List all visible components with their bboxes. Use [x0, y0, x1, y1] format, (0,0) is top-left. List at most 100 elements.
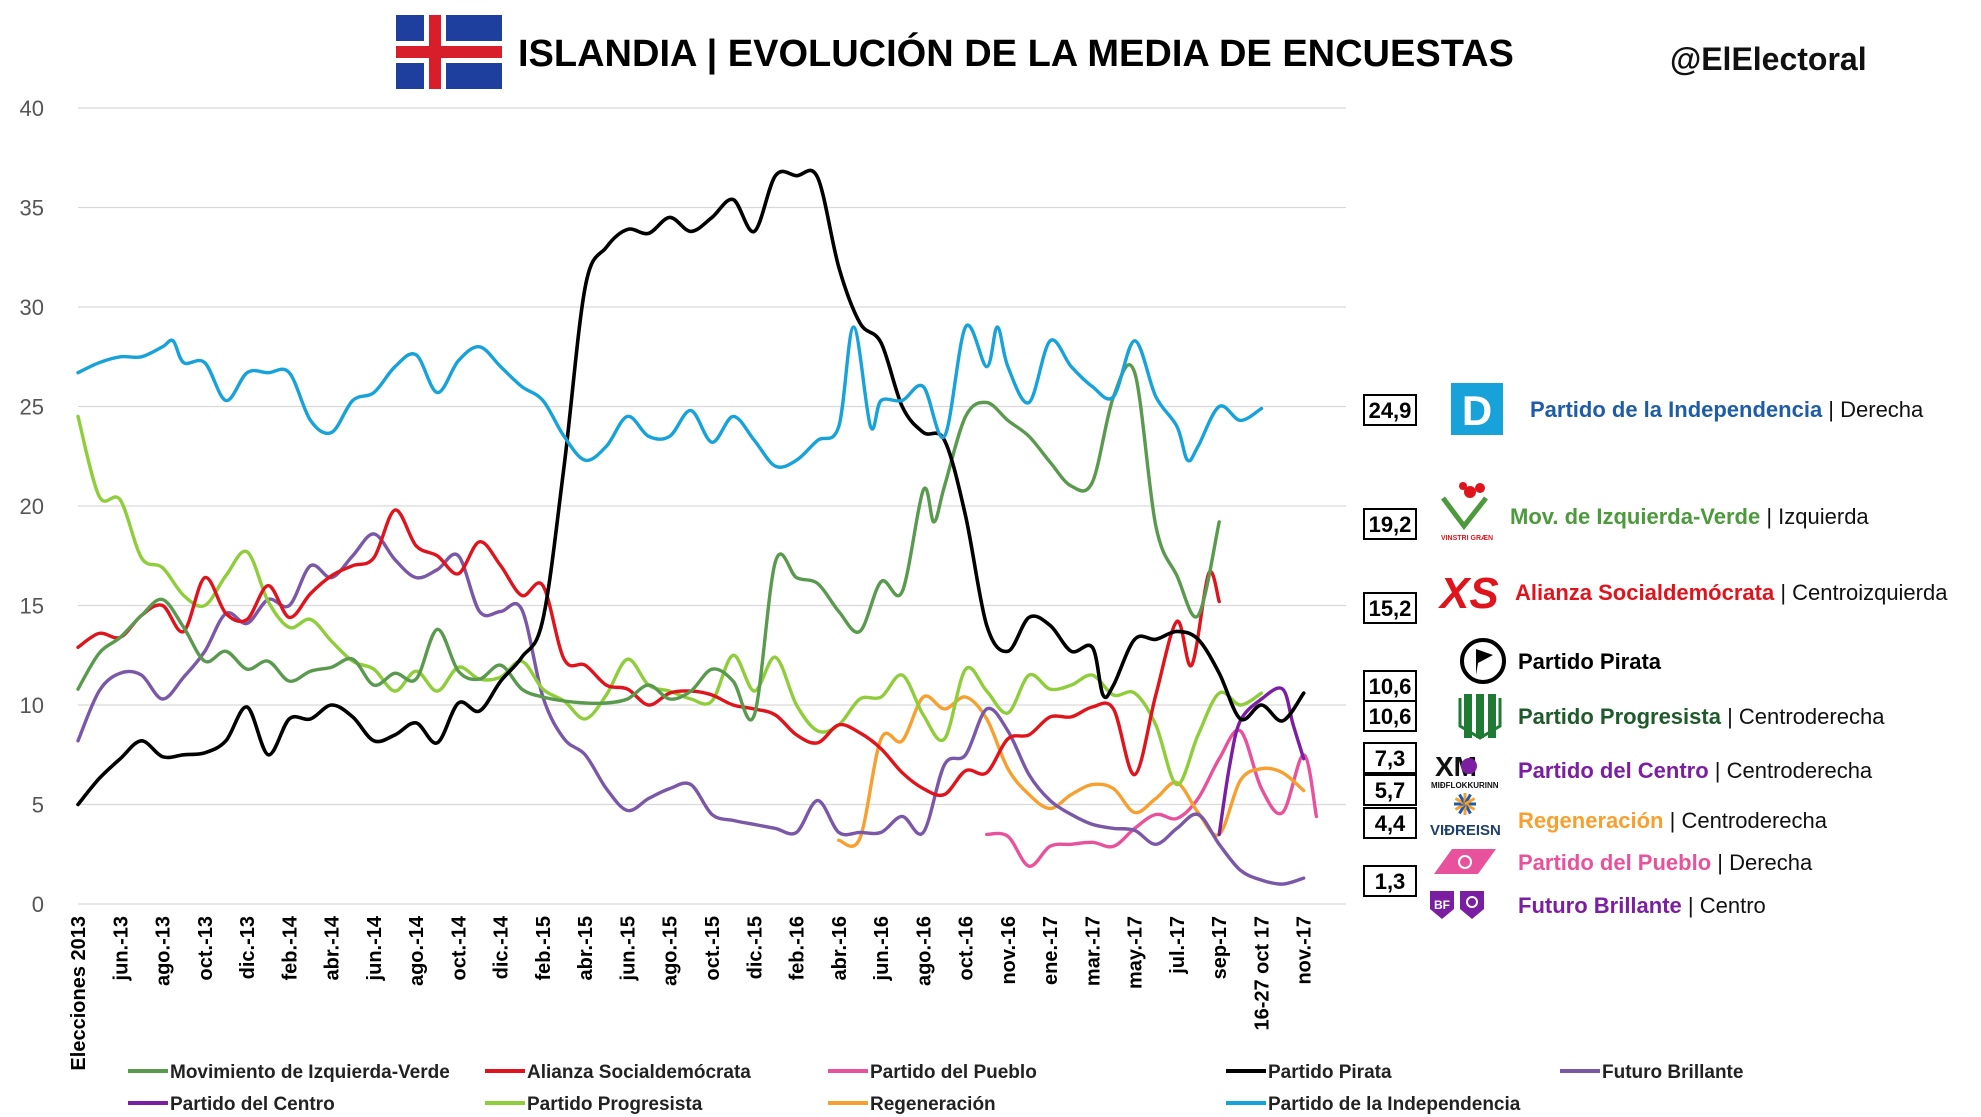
- series-line-m: [1217, 686, 1306, 837]
- legend-item-v: Movimiento de Izquierda-Verde: [128, 1062, 450, 1083]
- party-row: BF Futuro Brillante | Centro: [1430, 891, 1766, 919]
- y-tick-label: 35: [20, 196, 44, 221]
- x-tick-label: ago.-14: [406, 915, 428, 986]
- y-tick-label: 25: [20, 395, 44, 420]
- end-label-b: 10,6: [1363, 700, 1417, 732]
- svg-text:Futuro Brillante: Futuro Brillante: [1602, 1062, 1743, 1083]
- x-tick-label: ago.-13: [153, 916, 175, 986]
- x-tick-label: feb.-15: [533, 916, 555, 980]
- x-tick-label: feb.-16: [787, 916, 809, 980]
- svg-text:BF: BF: [1434, 898, 1450, 912]
- party-row: VIÐREISN Regeneración | Centroderecha: [1430, 793, 1828, 839]
- x-tick-label: nov.-16: [998, 916, 1020, 985]
- series: [76, 168, 1319, 886]
- svg-text:19,2: 19,2: [1369, 512, 1412, 537]
- party-label: Partido Pirata: [1518, 649, 1662, 674]
- y-axis: 0 5 10 15 20 25 30 35 40: [20, 96, 44, 917]
- svg-text:Partido Progresista: Partido Progresista: [527, 1094, 703, 1115]
- end-label-v: 19,2: [1363, 508, 1417, 540]
- pirate-flag-icon: [1460, 638, 1506, 684]
- x-tick-label: dic.-15: [744, 916, 766, 979]
- series-line-p: [76, 168, 1306, 807]
- iceland-flag-icon: [396, 15, 502, 89]
- party-row: Partido Progresista | Centroderecha: [1458, 694, 1885, 740]
- legend: Movimiento de Izquierda-Verde Alianza Soc…: [128, 1062, 1743, 1115]
- end-label-m: 7,3: [1363, 742, 1417, 774]
- legend-item-s: Alianza Socialdemócrata: [485, 1062, 751, 1083]
- end-label-s: 15,2: [1363, 592, 1417, 624]
- y-tick-label: 30: [20, 295, 44, 320]
- x-tick-label: oct.-14: [448, 915, 470, 980]
- x-tick-label: 16-27 oct 17: [1251, 916, 1273, 1031]
- series-line-s: [76, 508, 1221, 798]
- svg-text:Alianza Socialdemócrata: Alianza Socialdemócrata: [527, 1062, 751, 1083]
- party-label: Partido del Pueblo | Derecha: [1518, 850, 1813, 875]
- x-axis: Elecciones 2013 jun.-13 ago.-13 oct.-13 dic.…: [68, 915, 1316, 1070]
- wheat-icon: [1458, 694, 1502, 740]
- x-tick-label: dic.-14: [491, 915, 513, 979]
- svg-text:Regeneración: Regeneración: [870, 1094, 996, 1115]
- x-tick-label: jun.-16: [871, 916, 893, 981]
- party-label: Partido de la Independencia | Derecha: [1530, 397, 1924, 422]
- party-row: Partido del Pueblo | Derecha: [1434, 849, 1813, 875]
- svg-text:XS: XS: [1437, 569, 1499, 618]
- svg-text:10,6: 10,6: [1369, 704, 1412, 729]
- svg-text:MIÐFLOKKURINN: MIÐFLOKKURINN: [1431, 781, 1499, 790]
- svg-text:Partido Pirata: Partido Pirata: [1268, 1062, 1392, 1083]
- x-tick-label: oct.-15: [702, 916, 724, 980]
- D-square-icon: D: [1451, 383, 1503, 435]
- series-line-f: [985, 728, 1319, 868]
- x-tick-label: jun.-15: [617, 916, 639, 981]
- svg-text:15,2: 15,2: [1369, 596, 1412, 621]
- y-tick-label: 5: [32, 793, 44, 818]
- party-label: Mov. de Izquierda-Verde | Izquierda: [1510, 504, 1869, 529]
- x-tick-label: jun.-13: [110, 916, 132, 981]
- y-tick-label: 40: [20, 96, 44, 121]
- twitter-handle: @ElElectoral: [1670, 41, 1867, 77]
- legend-item-f: Partido del Pueblo: [828, 1062, 1037, 1083]
- x-tick-label: abr.-14: [322, 915, 344, 980]
- party-row: Partido Pirata: [1460, 638, 1662, 684]
- svg-text:Partido de la Independencia: Partido de la Independencia: [1268, 1094, 1521, 1115]
- svg-text:D: D: [1462, 387, 1492, 434]
- svg-text:4,4: 4,4: [1375, 811, 1406, 836]
- legend-item-b: Partido Progresista: [485, 1094, 703, 1115]
- svg-text:5,7: 5,7: [1375, 778, 1406, 803]
- series-line-b: [76, 414, 1264, 787]
- x-tick-label: ago.-16: [913, 916, 935, 986]
- party-row: VINSTRI GRÆN Mov. de Izquierda-Verde | Iz…: [1441, 482, 1869, 542]
- x-tick-label: nov.-17: [1294, 916, 1316, 985]
- y-tick-label: 0: [32, 892, 44, 917]
- flokkur-folksins-icon: [1434, 849, 1496, 874]
- legend-item-p: Partido Pirata: [1226, 1062, 1392, 1083]
- party-label: Partido del Centro | Centroderecha: [1518, 758, 1873, 783]
- x-tick-label: jul.-17: [1167, 916, 1189, 975]
- svg-text:VIÐREISN: VIÐREISN: [1430, 822, 1501, 839]
- series-line-v: [76, 363, 1221, 722]
- end-label-p: 10,6: [1363, 670, 1417, 702]
- vidreisn-icon: VIÐREISN: [1430, 793, 1501, 839]
- bf-icon: BF: [1430, 891, 1484, 919]
- y-tick-label: 20: [20, 494, 44, 519]
- x-tick-label: oct.-13: [195, 916, 217, 980]
- series-line-c: [837, 694, 1306, 848]
- x-tick-label: ago.-15: [660, 916, 682, 986]
- legend-item-bf: Futuro Brillante: [1560, 1062, 1743, 1083]
- svg-text:10,6: 10,6: [1369, 674, 1412, 699]
- party-row: XS Alianza Socialdemócrata | Centroizquie…: [1437, 569, 1948, 618]
- x-tick-label: may.-17: [1125, 916, 1147, 989]
- x-tick-label: sep-17: [1209, 916, 1231, 979]
- x-tick-label: jun.-14: [364, 915, 386, 981]
- party-panel: D Partido de la Independencia | Derecha VI…: [1430, 383, 1948, 919]
- svg-text:24,9: 24,9: [1369, 398, 1412, 423]
- svg-text:1,3: 1,3: [1375, 869, 1406, 894]
- end-label-bf: 1,3: [1363, 865, 1417, 897]
- party-label: Regeneración | Centroderecha: [1518, 808, 1828, 833]
- x-tick-label: Elecciones 2013: [68, 916, 90, 1071]
- end-label-d: 24,9: [1363, 394, 1417, 426]
- end-label-c: 5,7: [1363, 774, 1417, 806]
- party-label: Partido Progresista | Centroderecha: [1518, 704, 1885, 729]
